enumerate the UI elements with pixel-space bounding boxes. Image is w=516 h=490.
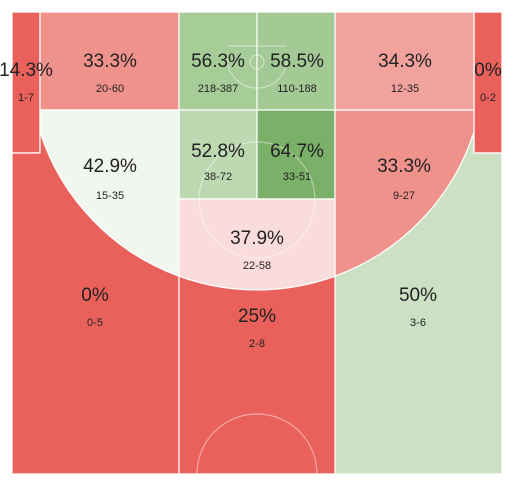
zone-attempts-paint-top-left: 218-387 xyxy=(198,83,238,95)
zone-attempts-paint-top-right: 110-188 xyxy=(277,83,317,95)
zone-attempts-left-elbow: 15-35 xyxy=(96,190,124,202)
zone-attempts-right-upper-mid: 12-35 xyxy=(391,83,419,95)
zone-right-wing-3 xyxy=(334,131,503,475)
zone-pct-right-wing-3: 50% xyxy=(399,285,437,306)
zone-attempts-paint-mid-left: 38-72 xyxy=(204,171,232,183)
center-circle xyxy=(196,413,318,475)
zone-pct-right-upper-mid: 34.3% xyxy=(378,51,432,72)
zone-attempts-top-key: 22-58 xyxy=(243,260,271,272)
zone-attempts-paint-mid-right: 33-51 xyxy=(283,171,311,183)
zone-pct-left-elbow: 42.9% xyxy=(83,156,137,177)
zone-pct-left-wing-3: 0% xyxy=(81,285,109,306)
zone-attempts-right-wing-3: 3-6 xyxy=(410,317,426,329)
zone-left-corner-3 xyxy=(11,11,41,154)
zone-attempts-left-upper-mid: 20-60 xyxy=(96,83,124,95)
zone-pct-paint-mid-left: 52.8% xyxy=(191,141,245,162)
zone-attempts-top-3: 2-8 xyxy=(249,338,265,350)
free-throw-circle xyxy=(198,141,316,259)
zone-right-corner-3 xyxy=(473,11,503,154)
zone-attempts-right-elbow: 9-27 xyxy=(393,190,415,202)
zone-pct-paint-top-right: 58.5% xyxy=(270,51,324,72)
zone-pct-paint-mid-right: 64.7% xyxy=(270,141,324,162)
restricted-arc xyxy=(226,57,288,89)
zone-top-3 xyxy=(178,275,336,475)
court-lines xyxy=(196,45,318,475)
zone-pct-top-key: 37.9% xyxy=(230,228,284,249)
zone-attempts-left-corner-3: 1-7 xyxy=(18,92,34,104)
rim-circle xyxy=(249,54,265,70)
zone-pct-top-3: 25% xyxy=(238,306,276,327)
label-layer: 14.3% 1-7 0% 0-2 33.3% 20-60 34.3% 12-35 56.3% 21… xyxy=(0,51,502,350)
zone-attempts-right-corner-3: 0-2 xyxy=(480,92,496,104)
zone-attempts-left-wing-3: 0-5 xyxy=(87,317,103,329)
zone-pct-right-elbow: 33.3% xyxy=(377,156,431,177)
zone-pct-left-upper-mid: 33.3% xyxy=(83,51,137,72)
zone-layer xyxy=(11,11,503,475)
zone-pct-paint-top-left: 56.3% xyxy=(191,51,245,72)
zone-pct-right-corner-3: 0% xyxy=(474,60,502,81)
zone-pct-left-corner-3: 14.3% xyxy=(0,60,53,81)
